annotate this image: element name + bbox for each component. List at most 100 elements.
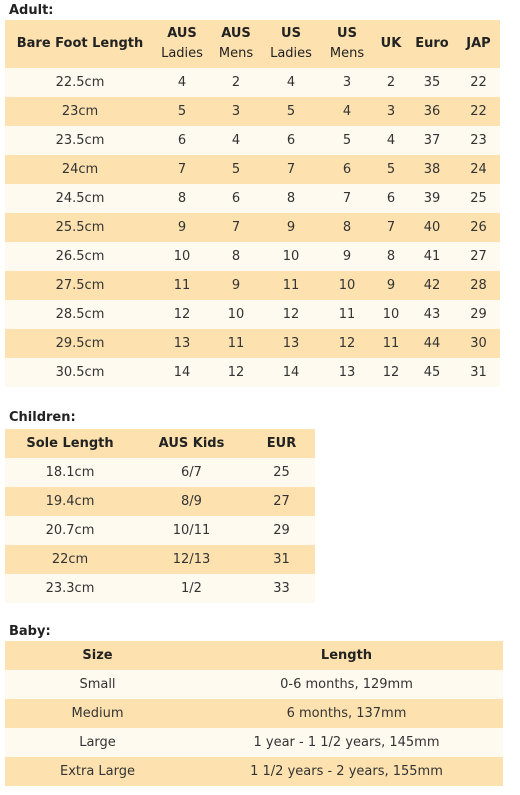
children-section-title: Children: [9, 410, 76, 425]
adult-column-header: AUS Ladies [155, 20, 209, 68]
baby-table-cell: 1 1/2 years - 2 years, 155mm [190, 757, 503, 786]
adult-table-cell: 2 [375, 68, 407, 97]
adult-table-cell: 27.5cm [5, 271, 155, 300]
adult-column-header: US Ladies [263, 20, 319, 68]
adult-table-cell: 5 [319, 126, 375, 155]
adult-column-header: UK [375, 20, 407, 68]
baby-table-row: Large 1 year - 1 1/2 years, 145mm [5, 728, 503, 757]
adult-table-cell: 7 [319, 184, 375, 213]
adult-column-header: Euro [407, 20, 457, 68]
adult-table-cell: 24 [457, 155, 500, 184]
children-column-header: EUR [248, 429, 315, 458]
children-table-cell: 27 [248, 487, 315, 516]
baby-column-header: Size [5, 641, 190, 670]
adult-table-row: 29.5cm 13 11 13 12 11 44 30 [5, 329, 500, 358]
adult-header-sub: Ladies [161, 46, 203, 61]
adult-table-cell: 3 [375, 97, 407, 126]
adult-table-cell: 11 [155, 271, 209, 300]
adult-table-cell: 30 [457, 329, 500, 358]
children-table-cell: 10/11 [135, 516, 248, 545]
adult-table-cell: 24.5cm [5, 184, 155, 213]
adult-header-main: Euro [415, 36, 449, 51]
children-table-row: 20.7cm 10/11 29 [5, 516, 315, 545]
adult-header-main: JAP [466, 36, 491, 51]
baby-size-table: Size Length Small 0-6 months, 129mm Medium 6… [5, 641, 503, 786]
adult-table-cell: 37 [407, 126, 457, 155]
adult-header-main: AUS [167, 26, 197, 41]
adult-table-cell: 9 [209, 271, 263, 300]
adult-table-cell: 22 [457, 97, 500, 126]
adult-table-cell: 8 [155, 184, 209, 213]
children-table-cell: 12/13 [135, 545, 248, 574]
adult-table-cell: 6 [209, 184, 263, 213]
adult-table-cell: 6 [319, 155, 375, 184]
adult-table-cell: 7 [155, 155, 209, 184]
children-table-cell: 33 [248, 574, 315, 603]
baby-table-cell: 6 months, 137mm [190, 699, 503, 728]
adult-header-sub: Mens [329, 46, 365, 61]
adult-table-row: 24.5cm 8 6 8 7 6 39 25 [5, 184, 500, 213]
children-table-body: 18.1cm 6/7 25 19.4cm 8/9 27 20.7cm 10/11 29 22cm 1… [5, 458, 315, 603]
children-size-table: Sole Length AUS Kids EUR 18.1cm 6/7 25 19.4cm… [5, 429, 315, 603]
adult-table-cell: 40 [407, 213, 457, 242]
adult-column-header: JAP [457, 20, 500, 68]
adult-table-cell: 12 [155, 300, 209, 329]
adult-table-cell: 35 [407, 68, 457, 97]
adult-table-row: 23cm 5 3 5 4 3 36 22 [5, 97, 500, 126]
adult-header-sub: Ladies [270, 46, 312, 61]
children-table-row: 22cm 12/13 31 [5, 545, 315, 574]
adult-header-main: US [337, 26, 357, 41]
adult-table-cell: 44 [407, 329, 457, 358]
adult-table-cell: 8 [375, 242, 407, 271]
adult-table-cell: 7 [209, 213, 263, 242]
adult-column-header: Bare Foot Length [5, 20, 155, 68]
adult-table-cell: 5 [263, 97, 319, 126]
children-table-cell: 6/7 [135, 458, 248, 487]
adult-table-cell: 31 [457, 358, 500, 387]
adult-table-cell: 8 [209, 242, 263, 271]
adult-table-row: 22.5cm 4 2 4 3 2 35 22 [5, 68, 500, 97]
children-table-row: 19.4cm 8/9 27 [5, 487, 315, 516]
children-table-cell: 1/2 [135, 574, 248, 603]
adult-table-cell: 4 [375, 126, 407, 155]
adult-table-cell: 39 [407, 184, 457, 213]
baby-table-cell: Large [5, 728, 190, 757]
adult-table-cell: 3 [319, 68, 375, 97]
adult-table-cell: 11 [375, 329, 407, 358]
adult-table-cell: 36 [407, 97, 457, 126]
adult-table-cell: 22 [457, 68, 500, 97]
children-table-cell: 18.1cm [5, 458, 135, 487]
adult-table-row: 25.5cm 9 7 9 8 7 40 26 [5, 213, 500, 242]
adult-table-cell: 2 [209, 68, 263, 97]
adult-table-cell: 43 [407, 300, 457, 329]
adult-table-row: 24cm 7 5 7 6 5 38 24 [5, 155, 500, 184]
children-table-cell: 22cm [5, 545, 135, 574]
adult-table-cell: 23cm [5, 97, 155, 126]
adult-table-cell: 7 [375, 213, 407, 242]
adult-table-cell: 11 [263, 271, 319, 300]
adult-table-cell: 26 [457, 213, 500, 242]
children-column-header: Sole Length [5, 429, 135, 458]
adult-table-cell: 11 [209, 329, 263, 358]
adult-table-body: 22.5cm 4 2 4 3 2 35 22 23cm 5 3 5 4 3 36 22 23.5cm 6 4 6 5 4 3… [5, 68, 500, 387]
adult-table-cell: 10 [375, 300, 407, 329]
baby-section-title: Baby: [9, 624, 51, 639]
baby-column-header: Length [190, 641, 503, 670]
adult-table-cell: 3 [209, 97, 263, 126]
adult-table-cell: 38 [407, 155, 457, 184]
adult-table-row: 23.5cm 6 4 6 5 4 37 23 [5, 126, 500, 155]
adult-table-cell: 10 [155, 242, 209, 271]
children-table-cell: 8/9 [135, 487, 248, 516]
adult-table-cell: 4 [155, 68, 209, 97]
adult-table-cell: 12 [263, 300, 319, 329]
baby-header-row: Size Length [5, 641, 503, 670]
adult-table-cell: 28.5cm [5, 300, 155, 329]
adult-table-cell: 25.5cm [5, 213, 155, 242]
baby-table-cell: Extra Large [5, 757, 190, 786]
adult-table-cell: 7 [263, 155, 319, 184]
adult-table-cell: 11 [319, 300, 375, 329]
children-table-cell: 25 [248, 458, 315, 487]
adult-table-cell: 8 [263, 184, 319, 213]
adult-table-cell: 6 [375, 184, 407, 213]
baby-table-cell: 0-6 months, 129mm [190, 670, 503, 699]
